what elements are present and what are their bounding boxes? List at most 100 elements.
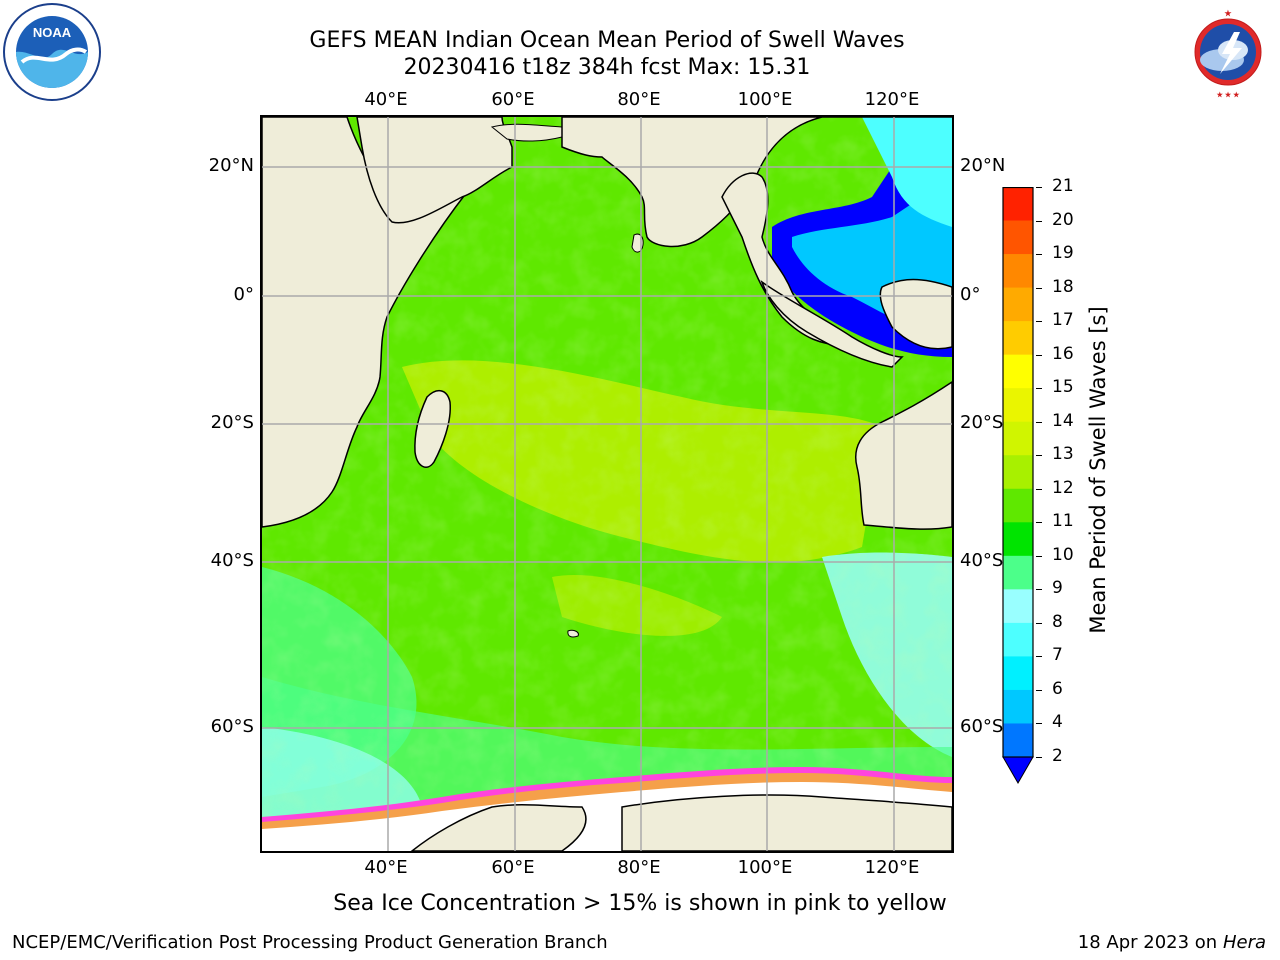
colorbar-tick-mark <box>1036 421 1042 423</box>
colorbar-bin-9-10 <box>1003 555 1033 590</box>
colorbar-tick-14: 14 <box>1052 410 1074 431</box>
graticule <box>262 117 952 851</box>
lat-tick-right-20s: 20°S <box>960 412 1004 433</box>
colorbar-tick-6: 6 <box>1052 678 1063 699</box>
colorbar-bin-8-9 <box>1003 589 1033 624</box>
colorbar-bin-10-11 <box>1003 522 1033 557</box>
lon-tick-bottom-120: 120°E <box>864 857 920 878</box>
colorbar-tick-mark <box>1036 589 1042 591</box>
land-kerguelen <box>567 629 579 638</box>
colorbar-tick-16: 16 <box>1052 343 1074 364</box>
colorbar-bin-6-7 <box>1003 656 1033 691</box>
colorbar-tick-19: 19 <box>1052 243 1074 264</box>
lon-tick-top-60: 60°E <box>491 89 535 110</box>
colorbar-bin-7-8 <box>1003 622 1033 657</box>
noaa-logo: NOAA <box>2 2 102 102</box>
colorbar-bin-18-19 <box>1003 254 1033 289</box>
colorbar-bin-12-13 <box>1003 455 1033 490</box>
lon-tick-top-100: 100°E <box>737 89 793 110</box>
colorbar-ticks: 2 4 6 7 8 9 10 11 12 13 14 15 16 17 18 19 20 21 <box>1036 0 1112 960</box>
colorbar-bin-20-21 <box>1003 187 1033 222</box>
lat-tick-left-60s: 60°S <box>210 716 254 737</box>
colorbar-tick-mark <box>1036 287 1042 289</box>
lat-tick-left-0: 0° <box>233 284 254 305</box>
colorbar-tick-mark <box>1036 555 1042 557</box>
colorbar-tick-mark <box>1036 321 1042 323</box>
land-india <box>561 117 952 248</box>
colorbar-bin-11-12 <box>1003 488 1033 523</box>
colorbar-bin-4-6 <box>1003 689 1033 724</box>
lon-tick-top-80: 80°E <box>617 89 661 110</box>
colorbar-label: Mean Period of Swell Waves [s] <box>1086 306 1110 634</box>
colorbar-tick-mark <box>1036 723 1042 725</box>
lat-tick-right-0: 0° <box>960 284 981 305</box>
map-subtitle: 20230416 t18z 384h fcst Max: 15.31 <box>403 55 811 80</box>
colorbar-tick-11: 11 <box>1052 511 1074 532</box>
land-madagascar <box>414 390 451 468</box>
sea-ice-note: Sea Ice Concentration > 15% is shown in … <box>333 891 947 916</box>
lat-tick-left-40s: 40°S <box>210 550 254 571</box>
lon-tick-bottom-100: 100°E <box>737 857 793 878</box>
colorbar-tick-2: 2 <box>1052 746 1063 766</box>
colorbar-tick-20: 20 <box>1052 209 1074 230</box>
lon-tick-bottom-80: 80°E <box>617 857 661 878</box>
lat-tick-left-20s: 20°S <box>210 412 254 433</box>
colorbar-tick-mark <box>1036 187 1042 188</box>
colorbar-bin-19-20 <box>1003 220 1033 255</box>
footer-date-text: 18 Apr 2023 on <box>1077 932 1223 953</box>
colorbar-tick-mark <box>1036 354 1042 356</box>
colorbar-bin-14-15 <box>1003 388 1033 423</box>
noaa-logo-text: NOAA <box>33 25 72 40</box>
colorbar-tick-mark <box>1036 522 1042 524</box>
svg-text:★: ★ <box>1224 9 1232 18</box>
colorbar-svg <box>1002 186 1034 785</box>
map-title: GEFS MEAN Indian Ocean Mean Period of Sw… <box>309 28 905 53</box>
colorbar-bin-13-14 <box>1003 421 1033 456</box>
colorbar-tick-mark <box>1036 455 1042 457</box>
lat-tick-right-60s: 60°S <box>960 716 1004 737</box>
colorbar-tick-mark <box>1036 656 1042 658</box>
land-malay-peninsula <box>721 172 855 346</box>
colorbar-bin-17-18 <box>1003 287 1033 322</box>
colorbar-tick-mark <box>1036 220 1042 222</box>
lon-tick-top-40: 40°E <box>364 89 408 110</box>
land-sumatra <box>760 279 904 368</box>
land-australia <box>855 381 952 530</box>
map-canvas <box>262 117 952 851</box>
colorbar-outline <box>1002 186 1034 758</box>
colorbar-tick-17: 17 <box>1052 310 1074 331</box>
lat-tick-left-20n: 20°N <box>208 155 254 176</box>
land-borneo <box>879 278 952 350</box>
footer-credit: NCEP/EMC/Verification Post Processing Pr… <box>12 932 608 953</box>
colorbar-bin-16-17 <box>1003 321 1033 356</box>
swell-period-map <box>260 115 954 853</box>
colorbar <box>1000 186 1036 785</box>
colorbar-tick-10: 10 <box>1052 544 1074 565</box>
footer-date: 18 Apr 2023 on Hera <box>1078 932 1266 953</box>
colorbar-tick-12: 12 <box>1052 477 1074 498</box>
colorbar-bin-15-16 <box>1003 354 1033 389</box>
land-antarctica <box>410 794 952 851</box>
lon-tick-bottom-60: 60°E <box>491 857 535 878</box>
colorbar-tick-mark <box>1036 622 1042 624</box>
colorbar-tick-mark <box>1036 757 1042 758</box>
svg-text:★ ★ ★: ★ ★ ★ <box>1217 91 1240 99</box>
colorbar-tick-8: 8 <box>1052 611 1063 632</box>
lat-tick-right-20n: 20°N <box>960 155 1006 176</box>
colorbar-tick-9: 9 <box>1052 578 1063 599</box>
colorbar-tick-mark <box>1036 254 1042 256</box>
lon-tick-top-120: 120°E <box>864 89 920 110</box>
colorbar-bin-2-4 <box>1003 723 1033 758</box>
colorbar-tick-13: 13 <box>1052 444 1074 465</box>
colorbar-tick-18: 18 <box>1052 276 1074 297</box>
colorbar-tick-15: 15 <box>1052 377 1074 398</box>
lon-tick-bottom-40: 40°E <box>364 857 408 878</box>
colorbar-tick-4: 4 <box>1052 712 1063 733</box>
colorbar-tick-7: 7 <box>1052 645 1063 666</box>
colorbar-tick-mark <box>1036 488 1042 490</box>
colorbar-tick-mark <box>1036 689 1042 691</box>
nws-logo: ★ ★ ★ ★ <box>1178 2 1278 102</box>
swell-low-southchina-sea <box>862 117 952 227</box>
colorbar-tick-mark <box>1036 388 1042 390</box>
footer-host: Hera <box>1222 932 1266 953</box>
